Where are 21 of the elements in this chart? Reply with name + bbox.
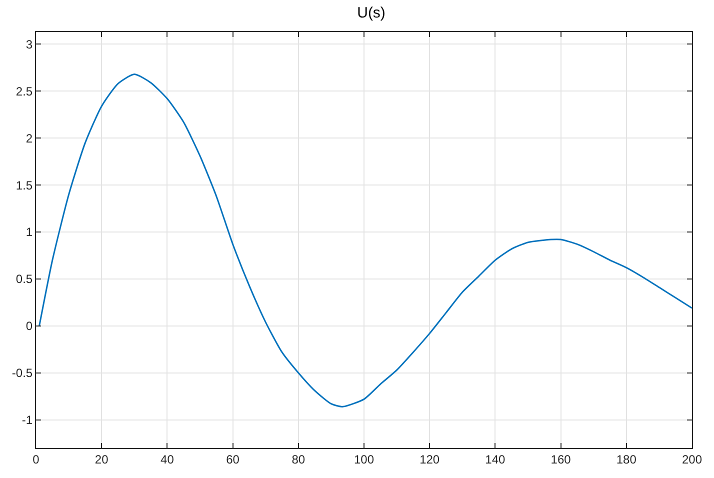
- y-tick-label: 2: [26, 131, 33, 146]
- line-series: [38, 74, 692, 408]
- x-tick-label: 60: [226, 452, 240, 466]
- x-tick-label: 40: [160, 452, 174, 466]
- y-tick-label: 3: [26, 37, 33, 52]
- x-tick-label: 140: [485, 452, 506, 466]
- y-tick-label: 0: [26, 319, 33, 334]
- x-tick-label: 160: [550, 452, 572, 466]
- x-tick-label: 20: [94, 452, 109, 466]
- x-tick-label: 100: [354, 452, 374, 466]
- x-tick-label: 180: [616, 452, 637, 466]
- y-tick-label: -0.5: [12, 366, 33, 380]
- y-tick-label: -1: [22, 413, 33, 428]
- x-tick-label: 200: [682, 452, 702, 466]
- y-tick-label: 1: [26, 225, 33, 240]
- x-tick-label: 120: [420, 452, 440, 466]
- y-tick-label: 1.5: [16, 178, 33, 192]
- y-tick-label: 2.5: [16, 84, 33, 98]
- y-tick-label: 0.5: [16, 272, 33, 286]
- x-tick-label: 80: [292, 452, 306, 466]
- chart-title: U(s): [357, 4, 386, 22]
